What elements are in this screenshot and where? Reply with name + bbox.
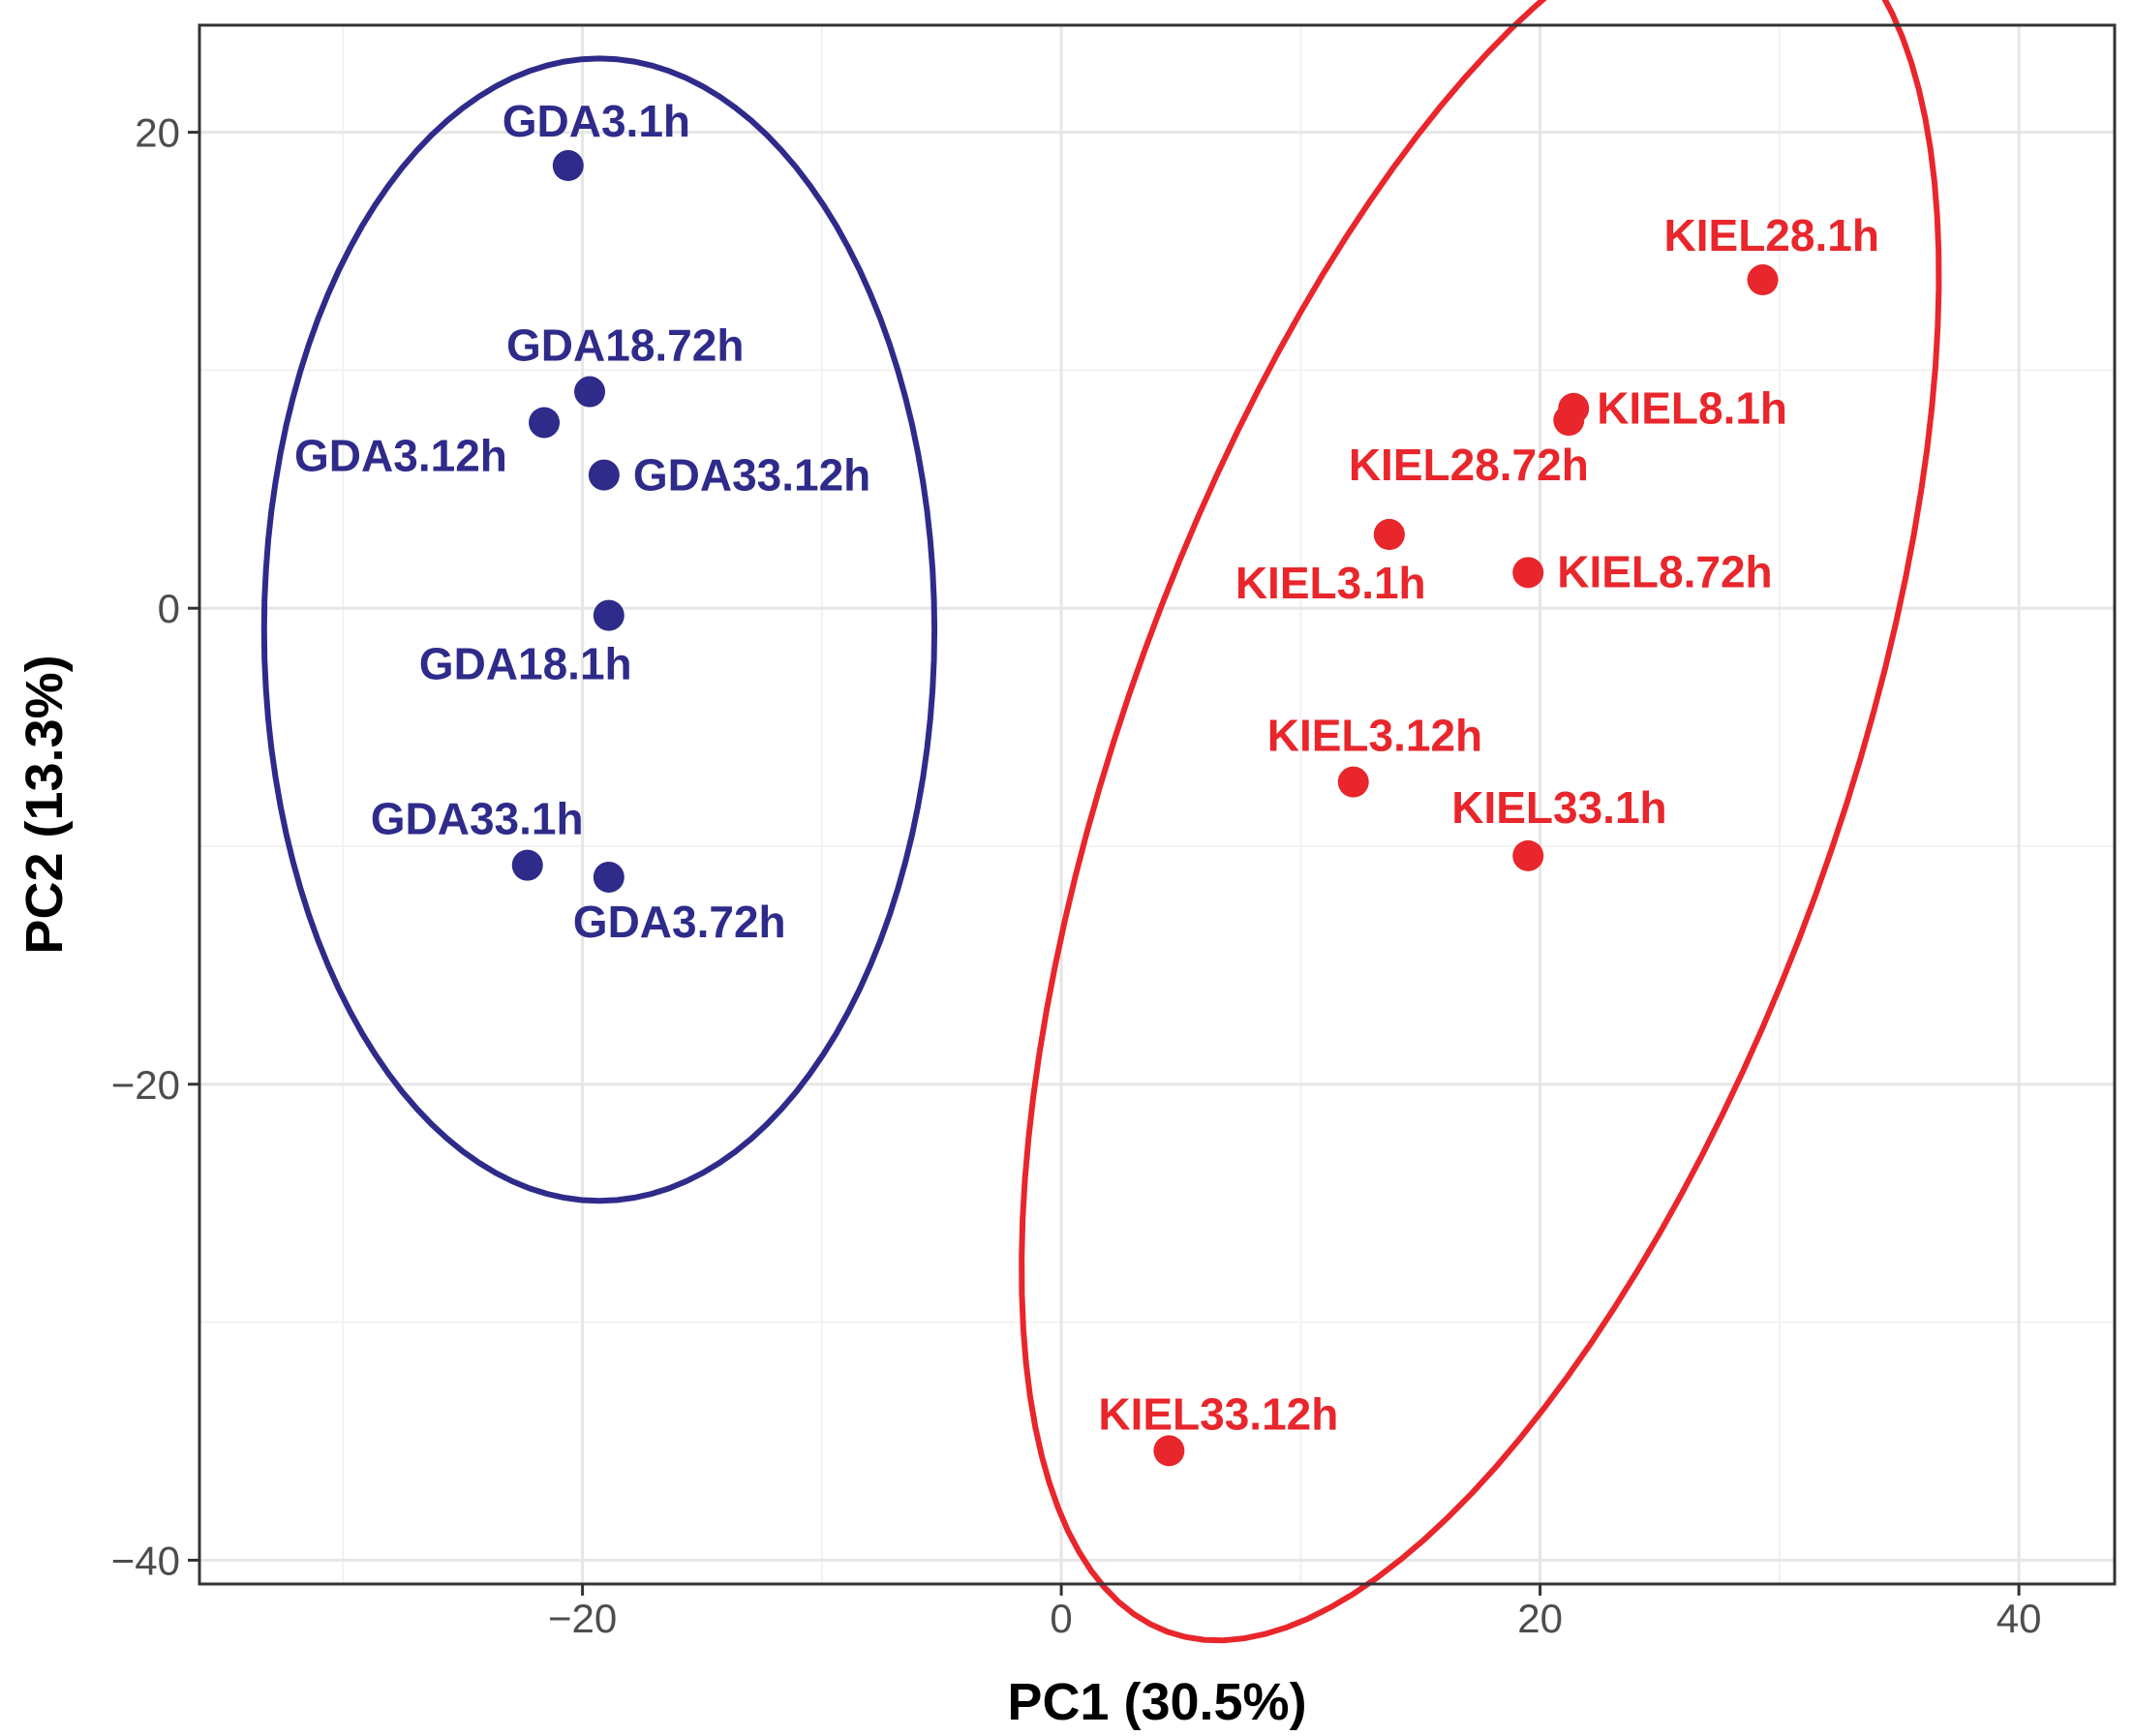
gda-point-label: GDA3.12h bbox=[294, 430, 507, 480]
gda-point bbox=[552, 150, 584, 182]
kiel-point-label: KIEL8.1h bbox=[1597, 383, 1787, 434]
x-tick-label: −20 bbox=[548, 1596, 617, 1641]
gda-point-label: GDA3.72h bbox=[573, 897, 786, 947]
axis-tick-labels: −20 0 20 40 −40 −20 0 20 bbox=[111, 110, 2042, 1641]
y-tick-label: 0 bbox=[158, 586, 180, 631]
gda-point bbox=[511, 849, 543, 881]
gda-point-label: GDA3.1h bbox=[503, 96, 690, 146]
gda-point bbox=[588, 459, 620, 491]
x-axis-title: PC1 (30.5%) bbox=[1007, 1673, 1306, 1731]
gda-point-label: GDA33.12h bbox=[633, 450, 870, 501]
plot-panel bbox=[199, 25, 2115, 1584]
x-tick-label: 40 bbox=[1997, 1596, 2042, 1641]
kiel-ellipse bbox=[1019, 0, 1942, 1644]
point-labels: GDA3.1h GDA18.72h GDA3.12h GDA33.12h GDA18.1… bbox=[294, 96, 1879, 1439]
gda-point-label: GDA18.1h bbox=[419, 639, 632, 689]
gda-ellipse bbox=[260, 55, 938, 1204]
kiel-point-label: KIEL28.72h bbox=[1349, 440, 1589, 490]
grid-major bbox=[199, 25, 2115, 1584]
y-tick-label: 20 bbox=[135, 110, 180, 156]
kiel-point bbox=[1747, 264, 1779, 296]
kiel-point-label: KIEL33.1h bbox=[1451, 782, 1666, 833]
x-tick-label: 20 bbox=[1517, 1596, 1563, 1641]
gda-point bbox=[593, 599, 625, 631]
kiel-point bbox=[1373, 519, 1405, 551]
grid-minor bbox=[199, 25, 2115, 1584]
kiel-point-label: KIEL8.72h bbox=[1557, 546, 1772, 596]
axis-ticks bbox=[188, 131, 2021, 1596]
plot-border bbox=[198, 23, 2117, 1586]
y-tick-label: −20 bbox=[111, 1062, 180, 1108]
kiel-point bbox=[1512, 557, 1544, 589]
kiel-point-label: KIEL33.12h bbox=[1098, 1388, 1338, 1439]
gda-point-label: GDA33.1h bbox=[371, 794, 584, 844]
kiel-point-label: KIEL3.12h bbox=[1267, 711, 1482, 761]
gda-point-label: GDA18.72h bbox=[506, 320, 744, 371]
y-tick-label: −40 bbox=[111, 1538, 180, 1583]
kiel-point-label: KIEL3.1h bbox=[1235, 558, 1426, 608]
kiel-point-label: KIEL28.1h bbox=[1664, 210, 1879, 260]
kiel-point bbox=[1512, 839, 1544, 871]
confidence-ellipses bbox=[260, 0, 1942, 1644]
gda-point bbox=[593, 861, 625, 893]
gda-point bbox=[529, 407, 561, 439]
data-points bbox=[511, 150, 1779, 1467]
kiel-point bbox=[1337, 766, 1369, 798]
y-axis-title: PC2 (13.3%) bbox=[15, 655, 74, 954]
kiel-point bbox=[1553, 405, 1585, 437]
gda-point bbox=[574, 376, 606, 408]
x-tick-label: 0 bbox=[1050, 1596, 1072, 1641]
kiel-point bbox=[1153, 1435, 1185, 1467]
